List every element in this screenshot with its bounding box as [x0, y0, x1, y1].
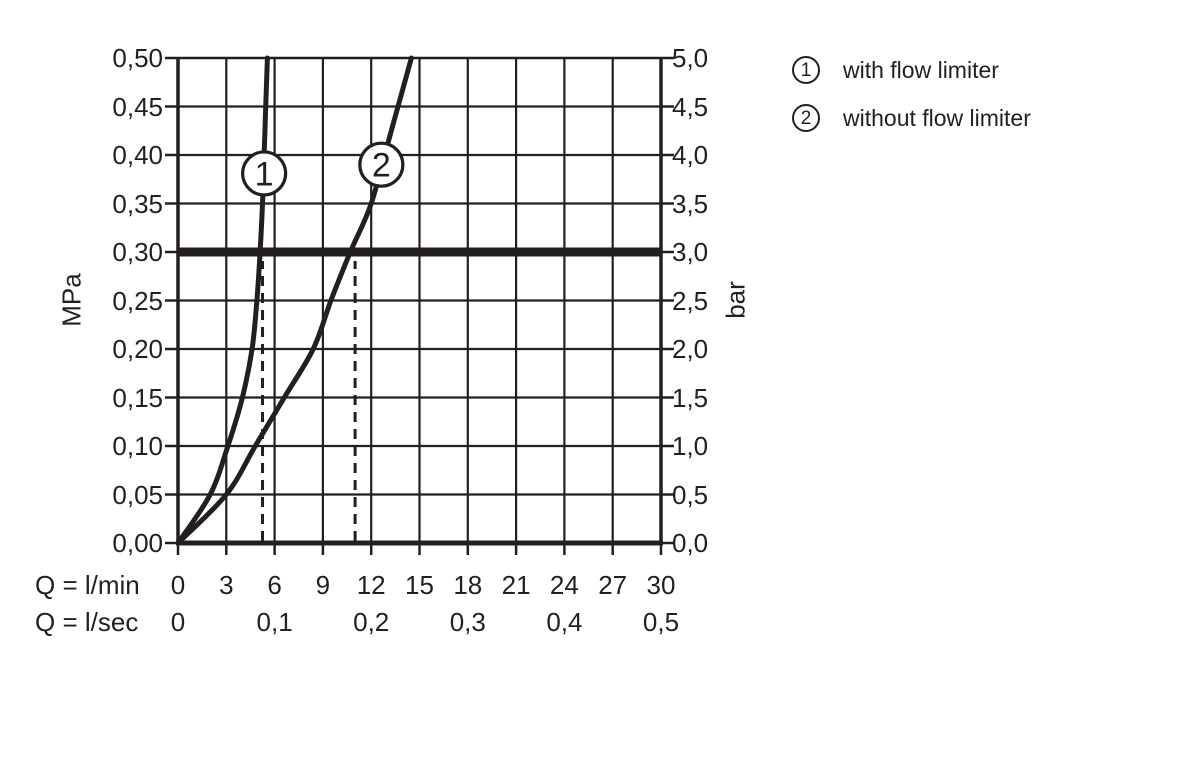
y-right-tick-label: 1,5	[672, 382, 709, 413]
y-right-tick-label: 1,0	[672, 431, 709, 461]
circled-2-icon: 2	[792, 104, 820, 132]
x-lmin-tick-label: 0	[170, 570, 186, 600]
y-left-tick-label: 0,45	[112, 91, 163, 122]
x-lmin-tick-label: 12	[356, 570, 386, 600]
curve-marker-circle-2	[358, 141, 405, 188]
curve-marker-number-1: 1	[255, 155, 274, 193]
y-left-tick-label: 0,25	[112, 285, 163, 316]
x-lmin-tick-label: 3	[219, 570, 234, 600]
x-lmin-tick-label: 9	[315, 570, 331, 600]
y-axis-left-unit-label: MPa	[56, 273, 87, 327]
y-left-tick-label: 0,20	[112, 334, 163, 364]
legend-symbol: 1	[800, 59, 812, 81]
x-lsec-tick-label: 0,2	[353, 607, 390, 637]
y-right-tick-label: 4,0	[672, 140, 709, 170]
x-lsec-tick-label: 0,5	[642, 607, 680, 637]
legend-label: with flow limiter	[843, 56, 999, 83]
curve-marker-circle-1	[241, 150, 288, 197]
legend-item-without-flow-limiter: 2 without flow limiter	[792, 104, 1031, 132]
y-right-tick-label: 4,5	[672, 91, 709, 122]
circled-1-icon: 1	[792, 56, 820, 84]
legend-item-with-flow-limiter: 1 with flow limiter	[792, 56, 1031, 84]
y-right-tick-label: 2,5	[672, 285, 709, 316]
x-lmin-tick-label: 27	[598, 570, 628, 600]
y-left-tick-label: 0,35	[112, 188, 163, 219]
y-right-tick-label: 0,0	[672, 528, 709, 558]
curve-marker-number-2: 2	[372, 147, 391, 185]
x-lmin-tick-label: 15	[405, 570, 434, 600]
x-lmin-tick-label: 21	[501, 570, 531, 600]
y-axis-right-unit-label: bar	[720, 281, 751, 319]
x-lsec-tick-label: 0,1	[256, 607, 293, 637]
x-lmin-tick-label: 30	[646, 570, 676, 600]
y-right-tick-label: 0,5	[672, 479, 709, 510]
y-left-tick-label: 0,30	[112, 237, 163, 267]
y-left-tick-label: 0,05	[112, 479, 163, 510]
x-lmin-tick-label: 6	[267, 570, 282, 600]
x-lsec-tick-label: 0	[170, 607, 186, 637]
y-right-tick-label: 3,5	[672, 188, 709, 219]
y-left-tick-label: 0,50	[112, 43, 163, 73]
legend-symbol: 2	[800, 107, 812, 129]
x-axis-lsec-label: Q = l/sec	[35, 607, 139, 637]
x-lsec-tick-label: 0,4	[546, 607, 583, 637]
x-axis-lmin-label: Q = l/min	[35, 570, 140, 600]
x-lmin-tick-label: 24	[549, 570, 579, 600]
y-right-tick-label: 2,0	[672, 334, 709, 364]
y-right-tick-label: 3,0	[672, 237, 709, 267]
y-right-tick-label: 5,0	[672, 43, 709, 73]
y-left-tick-label: 0,40	[112, 140, 163, 170]
x-lmin-tick-label: 18	[453, 570, 483, 600]
y-left-tick-label: 0,10	[112, 431, 163, 461]
y-left-tick-label: 0,15	[112, 382, 163, 413]
x-lsec-tick-label: 0,3	[449, 607, 486, 637]
y-left-tick-label: 0,00	[112, 528, 163, 558]
curve-1-with-flow-limiter	[175, 55, 270, 546]
legend: 1 with flow limiter 2 without flow limit…	[792, 56, 1031, 152]
legend-label: without flow limiter	[843, 104, 1031, 131]
